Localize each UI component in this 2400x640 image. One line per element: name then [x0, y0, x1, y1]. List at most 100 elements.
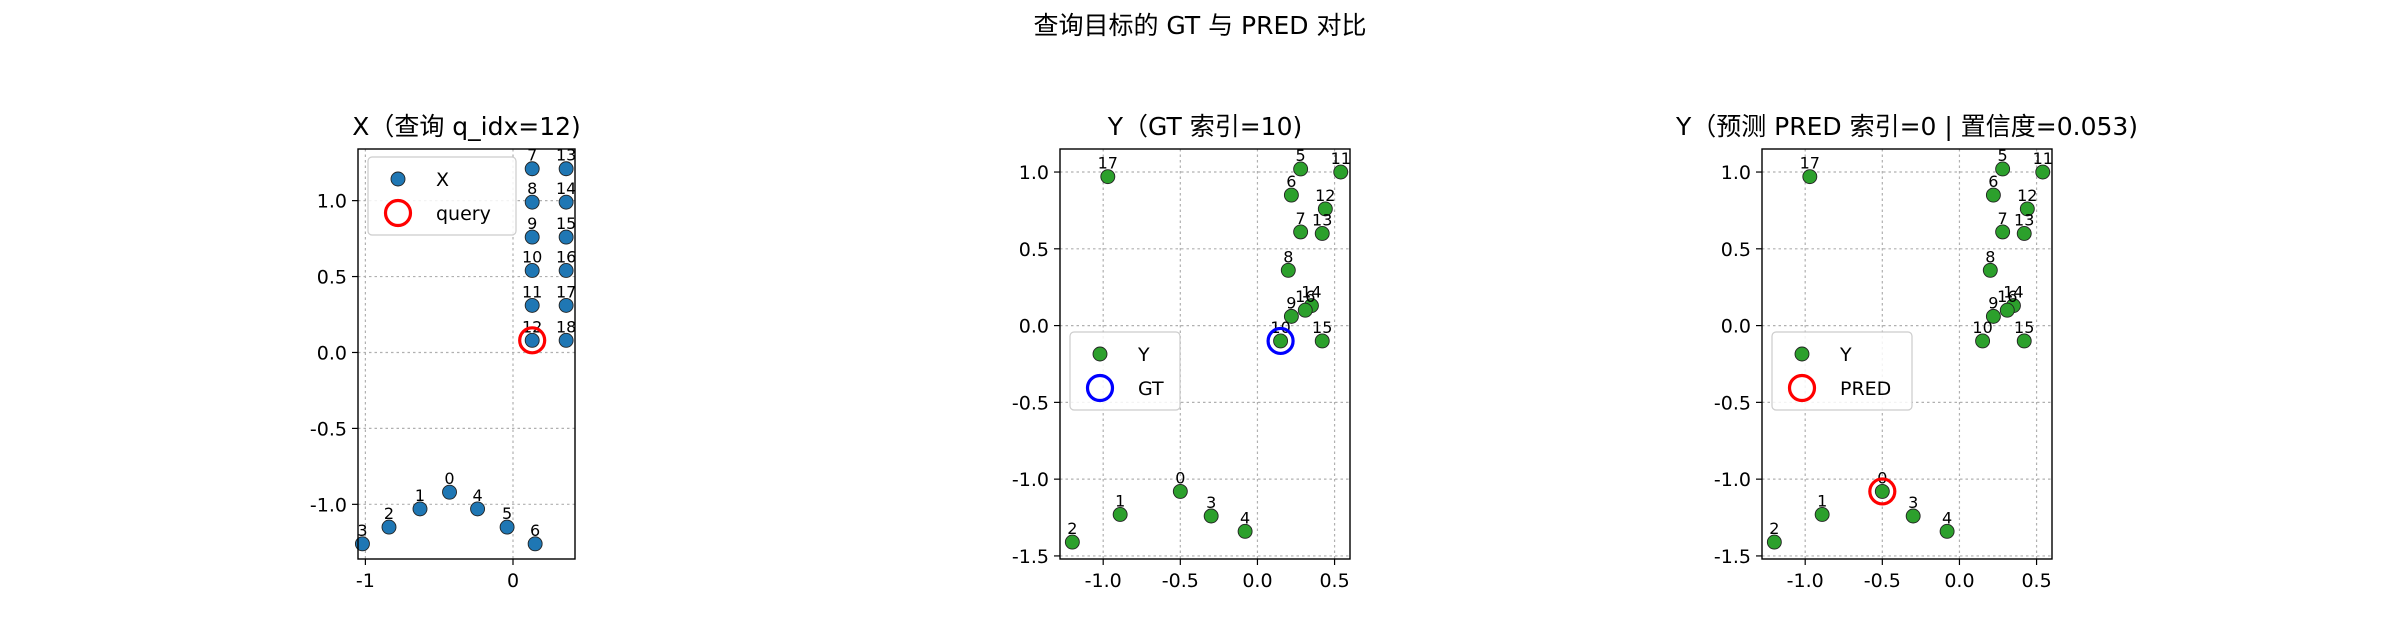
- point-label: 8: [1283, 247, 1293, 266]
- legend-label-highlight: GT: [1138, 378, 1164, 400]
- data-point: [1172, 483, 1188, 499]
- highlight-ring: [518, 326, 547, 355]
- legend-label-series: X: [436, 169, 449, 191]
- y-tick-label: 1.0: [1721, 162, 1751, 184]
- data-point: [412, 501, 428, 517]
- data-point: [524, 332, 540, 348]
- legend-marker-series: [1092, 346, 1108, 362]
- legend-label-series: Y: [1839, 344, 1852, 366]
- data-point: [1982, 262, 1998, 278]
- plot-frame: [1059, 148, 1351, 560]
- panels: X（查询 q_idx=12)-1 0-1.0-0.50.00.51.0012345…: [310, 112, 2138, 592]
- figure-suptitle: 查询目标的 GT 与 PRED 对比: [1033, 11, 1366, 40]
- y-tick-label: -0.5: [310, 418, 347, 440]
- point-label: 11: [2033, 149, 2053, 168]
- y-tick-label: 1.0: [1019, 162, 1049, 184]
- data-point: [1985, 187, 2001, 203]
- point-label: 3: [1206, 493, 1216, 512]
- point-label: 0: [1175, 468, 1185, 487]
- point-label: 14: [1301, 283, 1321, 302]
- point-label: 4: [1240, 508, 1250, 527]
- point-label: 14: [556, 179, 576, 198]
- data-point: [2016, 333, 2032, 349]
- y-tick-label: -1.0: [1012, 469, 1049, 491]
- x-tick-label: -1.0: [1787, 570, 1824, 592]
- chart-panel-1: X（查询 q_idx=12)-1 0-1.0-0.50.00.51.0012345…: [310, 112, 581, 592]
- point-label: 13: [2014, 210, 2034, 229]
- data-point: [527, 536, 543, 552]
- data-point: [354, 536, 370, 552]
- point-label: 15: [556, 214, 576, 233]
- data-point: [1064, 534, 1080, 550]
- point-label: 6: [1286, 172, 1296, 191]
- point-label: 7: [1998, 209, 2008, 228]
- point-label: 5: [1998, 146, 2008, 165]
- data-point: [524, 194, 540, 210]
- x-tick-label: 0: [507, 570, 519, 592]
- data-point: [1237, 523, 1253, 539]
- y-tick-label: -0.5: [1714, 392, 1751, 414]
- data-point: [1280, 262, 1296, 278]
- data-point: [558, 332, 574, 348]
- data-point: [1283, 308, 1299, 324]
- data-point: [2019, 201, 2035, 217]
- data-point: [1814, 507, 1830, 522]
- point-label: 0: [444, 469, 454, 488]
- point-label: 6: [1988, 172, 1998, 191]
- data-point: [1995, 161, 2011, 177]
- legend: Y PRED: [1771, 331, 1913, 411]
- x-tick-label: 0.0: [1242, 570, 1272, 592]
- point-label: 16: [1997, 287, 2017, 306]
- x-tick-label: 0.5: [2021, 570, 2051, 592]
- data-point: [524, 297, 540, 313]
- data-point: [558, 229, 574, 245]
- data-point: [470, 501, 486, 517]
- point-label: 11: [1331, 149, 1351, 168]
- point-label: 11: [522, 282, 542, 301]
- data-point: [1802, 169, 1818, 185]
- point-label: 2: [1769, 519, 1779, 538]
- point-label: 13: [556, 146, 576, 165]
- data-point: [558, 297, 574, 313]
- data-point: [2035, 164, 2051, 180]
- point-label: 5: [502, 504, 512, 523]
- highlight-ring: [1868, 477, 1897, 506]
- y-tick-label: -0.5: [1012, 392, 1049, 414]
- data-point: [558, 194, 574, 210]
- data-point: [1293, 161, 1309, 177]
- chart-panel-3: Y（预测 PRED 索引=0 | 置信度=0.053) -1.0 -0.5 0.0 0.…: [1675, 112, 2138, 592]
- data-point: [1293, 224, 1309, 240]
- data-point: [1297, 302, 1313, 318]
- data-point: [1333, 164, 1349, 180]
- data-point: [1999, 302, 2015, 318]
- data-point: [1112, 507, 1128, 522]
- point-label: 6: [530, 521, 540, 540]
- panel-title: X（查询 q_idx=12): [352, 112, 581, 141]
- y-tick-label: 0.5: [1721, 239, 1751, 261]
- data-point: [1100, 169, 1116, 185]
- data-point: [1317, 201, 1333, 217]
- point-label: 3: [357, 521, 367, 540]
- point-label: 16: [1295, 287, 1315, 306]
- data-point: [558, 263, 574, 278]
- point-label: 1: [1115, 491, 1125, 510]
- point-label: 1: [1817, 491, 1827, 510]
- data-point: [1975, 333, 1991, 349]
- point-label: 9: [1286, 293, 1296, 312]
- point-label: 4: [1942, 508, 1952, 527]
- data-point: [1995, 224, 2011, 240]
- x-tick-label: -0.5: [1162, 570, 1199, 592]
- legend-label-highlight: PRED: [1840, 378, 1891, 400]
- point-label: 7: [527, 146, 537, 165]
- data-point: [1939, 523, 1955, 539]
- legend: Y GT: [1069, 331, 1181, 411]
- data-point: [499, 519, 515, 535]
- point-label: 16: [556, 247, 576, 266]
- point-label: 13: [1312, 210, 1332, 229]
- y-tick-label: -1.0: [1714, 469, 1751, 491]
- highlight-ring: [1266, 326, 1295, 356]
- y-tick-label: -1.5: [1012, 546, 1049, 568]
- y-tick-label: 1.0: [317, 191, 347, 213]
- point-label: 8: [1985, 247, 1995, 266]
